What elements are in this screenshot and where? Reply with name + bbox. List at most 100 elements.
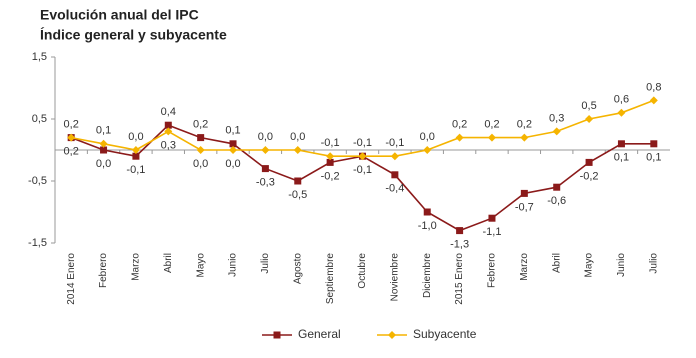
marker <box>164 127 173 136</box>
y-tick-label: -0,5 <box>28 175 47 187</box>
marker <box>229 146 238 154</box>
marker <box>326 152 335 161</box>
marker <box>553 183 561 191</box>
data-label: 0,2 <box>64 119 79 131</box>
marker <box>552 127 561 136</box>
x-tick-label: Abril <box>551 253 562 273</box>
marker <box>293 146 302 154</box>
data-label: 0,0 <box>258 131 273 143</box>
x-tick-label: Junio <box>616 253 627 277</box>
data-label: -1,3 <box>450 239 469 251</box>
marker <box>100 146 108 154</box>
data-label: 0,0 <box>225 158 240 170</box>
marker <box>423 146 432 154</box>
marker <box>99 139 108 148</box>
x-tick-label: Marzo <box>519 253 530 281</box>
x-tick-label: Agosto <box>292 253 303 285</box>
x-tick-label: Febrero <box>98 253 109 288</box>
marker <box>455 133 464 142</box>
marker <box>131 146 140 154</box>
x-tick-label: Julio <box>648 253 659 274</box>
chart-title: Evolución anual del IPC <box>40 7 199 23</box>
data-label: 0,1 <box>614 152 629 164</box>
marker <box>650 140 658 148</box>
data-label: 0,0 <box>420 131 435 143</box>
y-tick-label: -1,5 <box>28 237 47 249</box>
legend-marker <box>388 331 396 339</box>
marker <box>520 189 528 197</box>
marker <box>132 152 140 160</box>
data-label: -0,2 <box>321 170 340 182</box>
data-label: 0,1 <box>225 125 240 137</box>
x-tick-label: Septiembre <box>325 253 336 305</box>
x-tick-label: Julio <box>260 253 271 274</box>
marker <box>164 121 172 129</box>
marker <box>358 152 367 161</box>
data-label: 0,2 <box>517 119 532 131</box>
data-label: 0,2 <box>193 119 208 131</box>
data-label: 0,8 <box>646 81 661 93</box>
marker <box>261 146 270 154</box>
x-tick-label: Junio <box>228 253 239 277</box>
marker <box>487 133 496 142</box>
data-label: 0,3 <box>161 139 176 151</box>
marker <box>649 96 658 105</box>
x-tick-label: Diciembre <box>422 253 433 298</box>
data-label: -0,2 <box>580 170 599 182</box>
marker <box>294 177 302 185</box>
chart-subtitle: Índice general y subyacente <box>40 27 227 43</box>
data-label: 0,6 <box>614 94 629 106</box>
x-tick-label: 2015 Enero <box>454 253 465 305</box>
marker <box>617 140 625 148</box>
data-label: 0,0 <box>96 158 111 170</box>
x-tick-label: Mayo <box>584 253 595 278</box>
marker <box>196 146 205 154</box>
data-label: 0,2 <box>484 119 499 131</box>
data-label: 0,0 <box>290 131 305 143</box>
marker <box>197 134 205 142</box>
x-tick-label: Marzo <box>131 253 142 281</box>
y-tick-label: 0,5 <box>32 113 47 125</box>
data-label: -0,1 <box>126 164 145 176</box>
data-label: 0,0 <box>128 131 143 143</box>
data-label: 0,5 <box>581 100 596 112</box>
data-label: -0,1 <box>353 164 372 176</box>
marker <box>391 171 399 179</box>
marker <box>520 133 529 142</box>
marker <box>488 214 496 222</box>
data-label: -1,1 <box>482 226 501 238</box>
x-tick-label: Noviembre <box>390 253 401 302</box>
data-label: -0,7 <box>515 201 534 213</box>
data-label: -0,1 <box>321 137 340 149</box>
legend-label: Subyacente <box>413 327 477 341</box>
marker <box>326 158 334 166</box>
data-label: 0,1 <box>96 125 111 137</box>
data-label: -0,1 <box>353 137 372 149</box>
marker <box>585 158 593 166</box>
marker <box>423 208 431 216</box>
marker <box>456 227 464 235</box>
x-tick-label: Mayo <box>195 253 206 278</box>
legend-marker <box>273 331 281 339</box>
x-tick-label: Febrero <box>487 253 498 288</box>
data-label: -0,6 <box>547 195 566 207</box>
x-tick-label: 2014 Enero <box>66 253 77 305</box>
x-tick-label: Abril <box>163 253 174 273</box>
y-tick-label: 1,5 <box>32 51 47 63</box>
data-label: 0,2 <box>64 146 79 158</box>
data-label: 0,4 <box>161 106 176 118</box>
data-label: 0,2 <box>452 119 467 131</box>
marker <box>67 133 76 142</box>
data-label: -1,0 <box>418 220 437 232</box>
data-label: -0,5 <box>288 189 307 201</box>
data-label: -0,1 <box>385 137 404 149</box>
marker <box>261 165 269 173</box>
data-label: -0,3 <box>256 177 275 189</box>
marker <box>229 140 237 148</box>
marker <box>617 108 626 117</box>
data-label: -0,4 <box>385 183 404 195</box>
data-label: 0,0 <box>193 158 208 170</box>
legend-label: General <box>298 327 341 341</box>
marker <box>585 115 594 123</box>
